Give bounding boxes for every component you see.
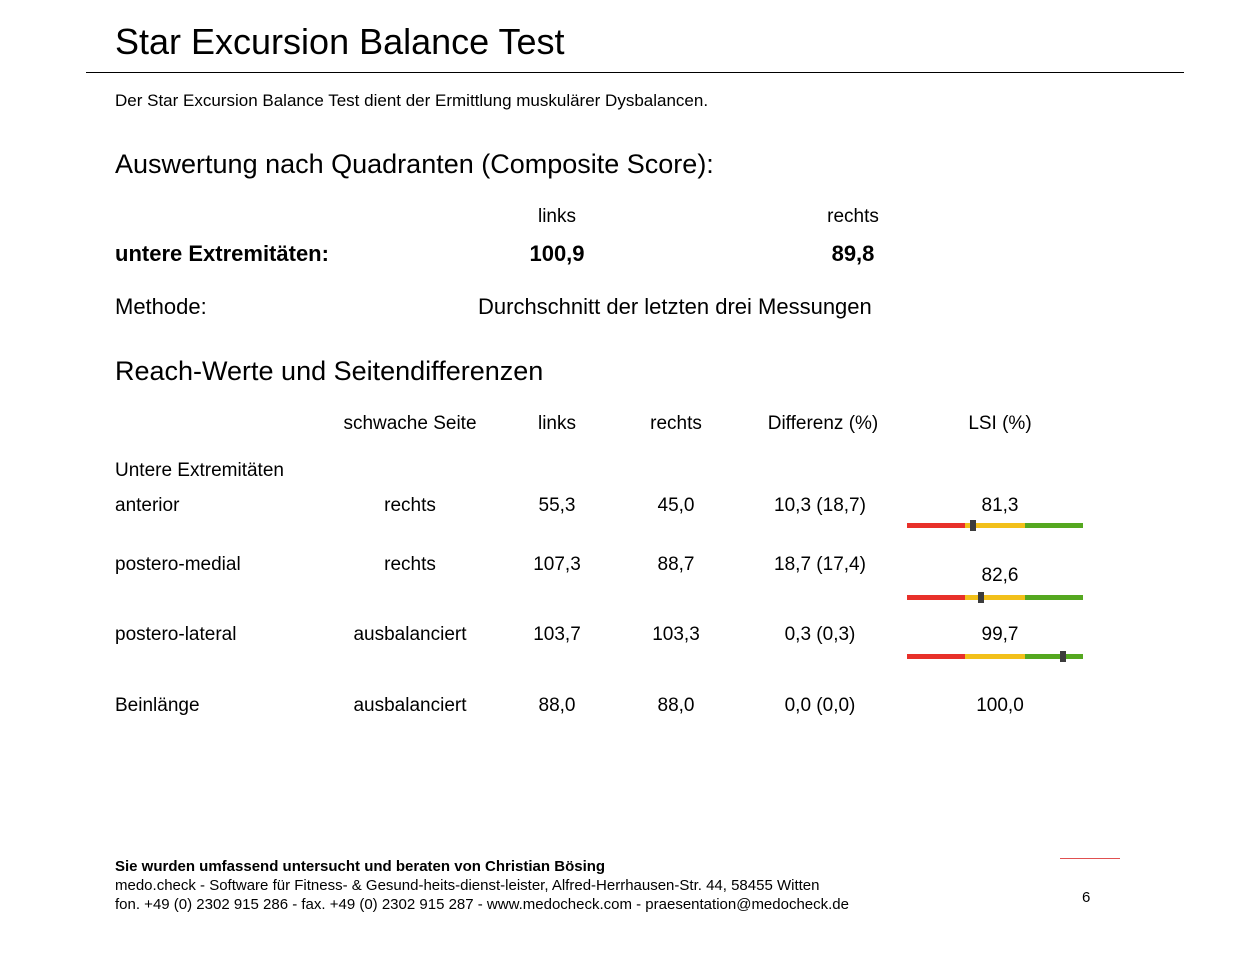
page-number: 6 <box>1082 889 1091 906</box>
row-left: 55,3 <box>538 495 576 516</box>
col-right: rechts <box>650 413 702 434</box>
row-lsi: 82,6 <box>981 565 1019 586</box>
lsi-bar <box>907 592 1083 603</box>
col-lsi: LSI (%) <box>968 413 1032 434</box>
intro-text: Der Star Excursion Balance Test dient de… <box>115 91 709 110</box>
composite-heading: Auswertung nach Quadranten (Composite Sc… <box>115 149 714 179</box>
row-right: 103,3 <box>652 624 700 645</box>
row-weak-side: rechts <box>384 554 436 575</box>
method-value: Durchschnitt der letzten drei Messungen <box>478 294 872 319</box>
row-lsi: 99,7 <box>981 624 1019 645</box>
lsi-bar-green-zone <box>1025 654 1083 659</box>
composite-left-value: 100,9 <box>529 241 585 266</box>
footer-contact: fon. +49 (0) 2302 915 286 - fax. +49 (0)… <box>115 896 849 913</box>
group-label: Untere Extremitäten <box>115 460 284 481</box>
row-label: Beinlänge <box>115 695 200 716</box>
lsi-bar <box>907 520 1083 531</box>
row-weak-side: ausbalanciert <box>353 695 467 716</box>
row-left: 103,7 <box>533 624 581 645</box>
lsi-bar-yellow-zone <box>965 654 1025 659</box>
lsi-bar-yellow-zone <box>965 523 1025 528</box>
col-diff: Differenz (%) <box>767 413 879 434</box>
reach-heading: Reach-Werte und Seitendifferenzen <box>115 356 544 386</box>
footer-company: medo.check - Software für Fitness- & Ges… <box>115 877 820 894</box>
composite-col-right: rechts <box>827 206 879 227</box>
row-lsi: 81,3 <box>981 495 1019 516</box>
row-label: postero-medial <box>115 554 241 575</box>
title-divider <box>86 72 1184 73</box>
lsi-bar-green-zone <box>1025 595 1083 600</box>
footer-advisor: Sie wurden umfassend untersucht und bera… <box>115 858 606 875</box>
accent-line <box>1060 858 1120 859</box>
row-left: 88,0 <box>538 695 576 716</box>
composite-row-label: untere Extremitäten: <box>115 241 329 266</box>
lsi-bar-red-zone <box>907 654 965 659</box>
row-diff: 18,7 (17,4) <box>774 554 866 575</box>
row-label: anterior <box>115 495 180 516</box>
row-lsi: 100,0 <box>976 695 1024 716</box>
method-label: Methode: <box>115 294 207 319</box>
row-right: 88,0 <box>657 695 695 716</box>
row-diff: 0,0 (0,0) <box>784 695 856 716</box>
lsi-marker <box>969 520 976 531</box>
lsi-bar-red-zone <box>907 595 965 600</box>
row-label: postero-lateral <box>115 624 237 645</box>
row-right: 88,7 <box>657 554 695 575</box>
lsi-bar-yellow-zone <box>965 595 1025 600</box>
col-left: links <box>537 413 576 434</box>
row-diff: 10,3 (18,7) <box>774 495 866 516</box>
row-weak-side: ausbalanciert <box>353 624 467 645</box>
row-left: 107,3 <box>533 554 581 575</box>
composite-col-left: links <box>537 206 576 227</box>
lsi-bar <box>907 651 1083 662</box>
row-right: 45,0 <box>657 495 695 516</box>
row-diff: 0,3 (0,3) <box>784 624 856 645</box>
col-weak-side: schwache Seite <box>343 413 477 434</box>
page-title: Star Excursion Balance Test <box>115 21 565 62</box>
lsi-marker <box>1059 651 1066 662</box>
composite-right-value: 89,8 <box>831 241 875 266</box>
lsi-bar-green-zone <box>1025 523 1083 528</box>
row-weak-side: rechts <box>384 495 436 516</box>
lsi-marker <box>977 592 984 603</box>
lsi-bar-red-zone <box>907 523 965 528</box>
